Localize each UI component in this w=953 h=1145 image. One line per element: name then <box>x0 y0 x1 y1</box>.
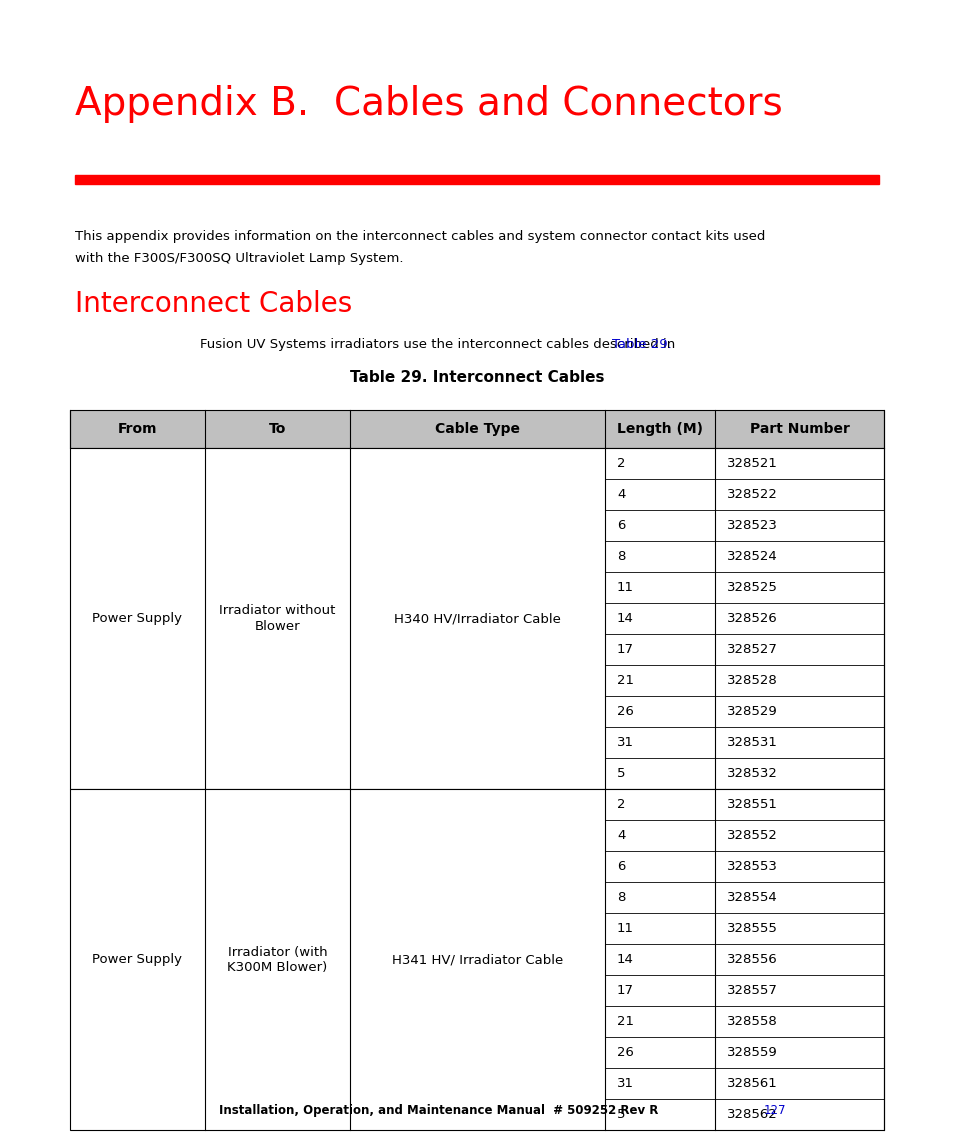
Text: 2: 2 <box>617 457 625 469</box>
Text: To: To <box>269 423 286 436</box>
Text: 328524: 328524 <box>726 550 777 563</box>
Text: Power Supply: Power Supply <box>92 953 182 966</box>
Text: 17: 17 <box>617 643 634 656</box>
Text: 31: 31 <box>617 1077 634 1090</box>
Text: with the F300S/F300SQ Ultraviolet Lamp System.: with the F300S/F300SQ Ultraviolet Lamp S… <box>75 252 403 264</box>
Text: 2: 2 <box>617 798 625 811</box>
Text: 14: 14 <box>617 953 633 966</box>
Text: 328561: 328561 <box>726 1077 777 1090</box>
Text: 328557: 328557 <box>726 984 777 997</box>
Text: 328562: 328562 <box>726 1108 777 1121</box>
Text: Fusion UV Systems irradiators use the interconnect cables described in: Fusion UV Systems irradiators use the in… <box>200 338 679 352</box>
Text: Irradiator (with
K300M Blower): Irradiator (with K300M Blower) <box>227 946 327 973</box>
Text: 328531: 328531 <box>726 736 777 749</box>
Text: H340 HV/Irradiator Cable: H340 HV/Irradiator Cable <box>394 611 560 625</box>
Text: 8: 8 <box>617 891 625 905</box>
Text: 328522: 328522 <box>726 488 777 502</box>
Text: 8: 8 <box>617 550 625 563</box>
Text: 4: 4 <box>617 488 625 502</box>
Text: 328553: 328553 <box>726 860 777 872</box>
Text: 21: 21 <box>617 1014 634 1028</box>
Text: 328526: 328526 <box>726 611 777 625</box>
Text: 328528: 328528 <box>726 674 777 687</box>
Text: 328552: 328552 <box>726 829 777 842</box>
Text: 5: 5 <box>617 767 625 780</box>
Text: 328559: 328559 <box>726 1047 777 1059</box>
Text: 328529: 328529 <box>726 705 777 718</box>
Text: 328523: 328523 <box>726 519 777 532</box>
Text: Power Supply: Power Supply <box>92 611 182 625</box>
Text: Appendix B.  Cables and Connectors: Appendix B. Cables and Connectors <box>75 85 781 123</box>
Text: Part Number: Part Number <box>749 423 848 436</box>
Text: 127: 127 <box>762 1104 785 1116</box>
Text: From: From <box>117 423 157 436</box>
Text: 328525: 328525 <box>726 581 777 594</box>
Text: 17: 17 <box>617 984 634 997</box>
Text: 11: 11 <box>617 922 634 935</box>
Bar <box>75 175 878 184</box>
Text: 328551: 328551 <box>726 798 777 811</box>
Text: 31: 31 <box>617 736 634 749</box>
Bar <box>70 410 883 448</box>
Text: 11: 11 <box>617 581 634 594</box>
Text: Table 29. Interconnect Cables: Table 29. Interconnect Cables <box>350 370 603 385</box>
Text: Interconnect Cables: Interconnect Cables <box>75 290 352 318</box>
Text: 6: 6 <box>617 860 625 872</box>
Text: 328554: 328554 <box>726 891 777 905</box>
Text: 26: 26 <box>617 1047 633 1059</box>
Text: 328555: 328555 <box>726 922 777 935</box>
Text: H341 HV/ Irradiator Cable: H341 HV/ Irradiator Cable <box>392 953 562 966</box>
Text: 5: 5 <box>617 1108 625 1121</box>
Text: Length (M): Length (M) <box>617 423 702 436</box>
Text: 328556: 328556 <box>726 953 777 966</box>
Text: 21: 21 <box>617 674 634 687</box>
Bar <box>70 789 883 1130</box>
Text: Irradiator without
Blower: Irradiator without Blower <box>219 605 335 632</box>
Text: 14: 14 <box>617 611 633 625</box>
Text: Table 29.: Table 29. <box>611 338 671 352</box>
Text: 328558: 328558 <box>726 1014 777 1028</box>
Text: Cable Type: Cable Type <box>435 423 519 436</box>
Bar <box>70 448 883 789</box>
Text: 4: 4 <box>617 829 625 842</box>
Text: 6: 6 <box>617 519 625 532</box>
Text: 328532: 328532 <box>726 767 777 780</box>
Text: This appendix provides information on the interconnect cables and system connect: This appendix provides information on th… <box>75 230 764 243</box>
Text: 328527: 328527 <box>726 643 777 656</box>
Text: 328521: 328521 <box>726 457 777 469</box>
Text: Installation, Operation, and Maintenance Manual  # 509252 Rev R: Installation, Operation, and Maintenance… <box>219 1104 658 1116</box>
Text: 26: 26 <box>617 705 633 718</box>
